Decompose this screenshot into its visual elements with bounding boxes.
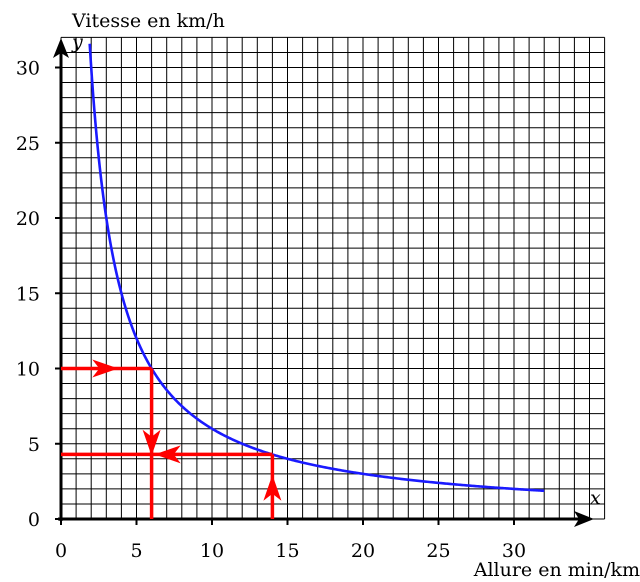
x-tick-label: 20 <box>351 540 375 562</box>
y-tick-label: 0 <box>28 509 40 531</box>
annotation-arrowhead <box>92 359 119 378</box>
x-tick-label: 5 <box>130 540 142 562</box>
x-tick-label: 25 <box>426 540 450 562</box>
annotation-arrowhead <box>142 429 161 456</box>
y-tick-label: 5 <box>28 434 40 456</box>
x-tick-label: 0 <box>55 540 67 562</box>
x-tick-label: 30 <box>502 540 526 562</box>
annotation-arrowhead <box>154 445 181 464</box>
axes <box>53 38 594 527</box>
x-axis-title: Allure en min/km <box>473 559 640 581</box>
x-tick-label: 15 <box>275 540 299 562</box>
x-axis-variable: x <box>590 487 601 509</box>
y-axis-variable: y <box>71 31 83 53</box>
y-tick-label: 15 <box>16 283 40 305</box>
grid <box>60 36 606 520</box>
x-axis-arrowhead <box>574 511 594 527</box>
y-tick-label: 10 <box>16 359 40 381</box>
y-tick-labels: 0 5 10 15 20 25 30 <box>16 58 61 531</box>
annotation-arrowhead <box>263 474 282 501</box>
y-tick-label: 30 <box>16 58 40 80</box>
series-line <box>88 43 545 493</box>
annotations <box>61 359 282 519</box>
y-axis-arrowhead <box>53 38 69 58</box>
y-tick-label: 20 <box>16 208 40 230</box>
series <box>88 43 545 493</box>
y-tick-label: 25 <box>16 133 40 155</box>
x-tick-label: 10 <box>200 540 224 562</box>
y-axis-title: Vitesse en km/h <box>71 10 225 32</box>
x-tick-labels: 0 5 10 15 20 25 30 <box>55 519 526 562</box>
